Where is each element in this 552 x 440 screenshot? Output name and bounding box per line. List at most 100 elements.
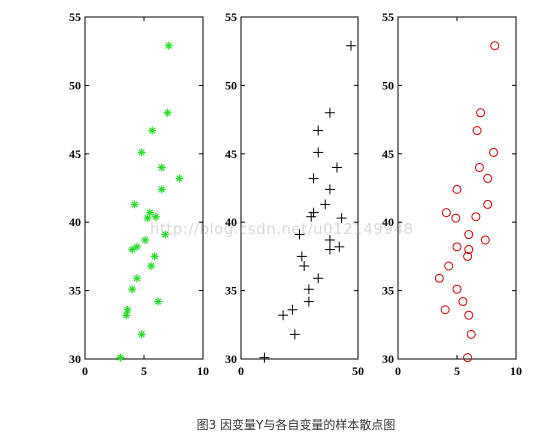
data-point	[147, 261, 156, 270]
y-tick-label: 50	[382, 78, 394, 92]
data-point	[303, 296, 314, 307]
x-tick-label: 10	[197, 364, 209, 378]
data-point	[452, 184, 462, 194]
data-point	[334, 241, 345, 252]
plot-area	[397, 16, 517, 360]
plot-area	[240, 16, 359, 360]
data-point	[441, 208, 451, 218]
data-point	[287, 304, 298, 315]
data-point	[157, 163, 166, 172]
data-point	[320, 199, 331, 210]
data-point	[308, 173, 319, 184]
data-point	[130, 200, 139, 209]
data-point	[474, 162, 484, 172]
data-point	[483, 199, 493, 209]
x-tick-label: 5	[454, 364, 460, 378]
data-point	[123, 305, 132, 314]
data-point	[116, 353, 125, 362]
data-point	[458, 297, 468, 307]
y-tick-label: 40	[382, 215, 394, 229]
data-point	[452, 284, 462, 294]
data-point	[278, 310, 289, 321]
data-point	[464, 310, 474, 320]
data-point	[324, 244, 335, 255]
x-tick-label: 50	[352, 364, 364, 378]
y-tick-label: 30	[225, 352, 237, 366]
y-tick-label: 35	[225, 284, 237, 298]
data-point	[471, 212, 481, 222]
data-point	[483, 173, 493, 183]
data-point	[308, 207, 319, 218]
data-point	[324, 184, 335, 195]
data-point	[463, 251, 473, 261]
data-point	[137, 148, 146, 157]
data-point	[480, 235, 490, 245]
data-point	[154, 297, 163, 306]
data-point	[151, 212, 160, 221]
data-point	[313, 273, 324, 284]
plot-area	[84, 16, 204, 360]
x-tick-label: 0	[395, 364, 401, 378]
x-tick-label: 5	[141, 364, 147, 378]
data-point	[296, 251, 307, 262]
data-point	[324, 107, 335, 118]
data-point	[463, 353, 473, 363]
data-point	[122, 311, 131, 320]
data-point	[294, 229, 305, 240]
x-tick-label: 10	[510, 364, 522, 378]
data-point	[132, 242, 141, 251]
data-point	[157, 185, 166, 194]
data-point	[336, 213, 347, 224]
y-tick-label: 30	[382, 352, 394, 366]
data-point	[150, 252, 159, 261]
data-point	[313, 147, 324, 158]
y-tick-label: 50	[225, 78, 237, 92]
data-point	[161, 230, 170, 239]
data-point	[452, 242, 462, 252]
y-tick-label: 45	[69, 147, 81, 161]
data-point	[306, 211, 317, 222]
data-point	[175, 174, 184, 183]
y-tick-label: 55	[69, 10, 81, 24]
data-point	[331, 162, 342, 173]
data-point	[299, 260, 310, 271]
subplot-3: 30 35 40 45 50 55 0 5 10	[382, 10, 522, 378]
data-point	[164, 41, 173, 50]
y-tick-label: 45	[382, 147, 394, 161]
subplot-2: 30 35 40 45 50 55 0 50	[225, 10, 364, 378]
x-tick-label: 0	[82, 364, 88, 378]
y-tick-label: 40	[225, 215, 237, 229]
data-point	[440, 305, 450, 315]
data-point	[163, 108, 172, 117]
data-point	[303, 284, 314, 295]
data-point	[464, 245, 474, 255]
y-tick-label: 30	[69, 352, 81, 366]
x-tick-label: 0	[238, 364, 244, 378]
data-point	[434, 273, 444, 283]
data-point	[444, 261, 454, 271]
data-point	[464, 230, 474, 240]
y-tick-label: 35	[382, 284, 394, 298]
subplot-1: 30 35 40 45 50 55 0 5 10	[69, 10, 209, 378]
data-point	[132, 274, 141, 283]
data-point	[490, 41, 500, 51]
data-point	[345, 40, 356, 51]
data-point	[145, 208, 154, 217]
data-point	[451, 213, 461, 223]
data-point	[472, 126, 482, 136]
y-tick-label: 55	[382, 10, 394, 24]
y-tick-label: 45	[225, 147, 237, 161]
y-tick-label: 40	[69, 215, 81, 229]
data-point	[259, 352, 270, 363]
figure-caption: 图3 因变量Y与各自变量的样本散点图	[196, 418, 396, 432]
y-tick-label: 50	[69, 78, 81, 92]
data-point	[476, 108, 486, 118]
data-point	[148, 126, 157, 135]
data-point	[489, 147, 499, 157]
data-point	[324, 234, 335, 245]
data-point	[289, 329, 300, 340]
data-point	[141, 235, 150, 244]
data-point	[137, 330, 146, 339]
data-point	[466, 329, 476, 339]
